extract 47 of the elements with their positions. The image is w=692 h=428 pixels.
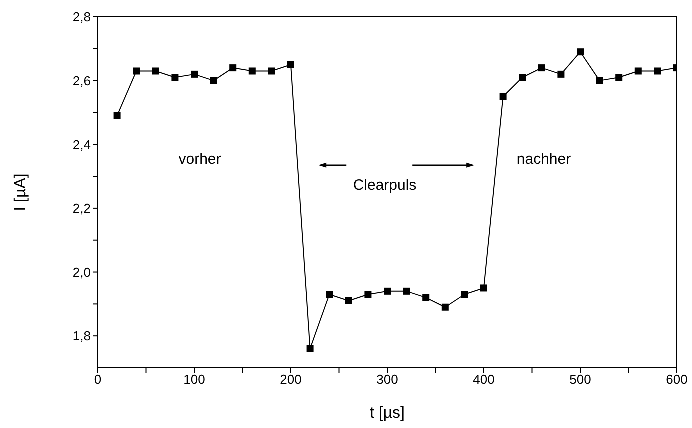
y-tick-label: 2,4 (72, 137, 91, 152)
point (500, 93, 507, 100)
point (288, 61, 294, 68)
point (538, 64, 546, 72)
point (306, 345, 314, 352)
point (480, 284, 488, 292)
point (519, 74, 526, 82)
x-axis-title: t [µs] (370, 405, 405, 422)
point (558, 70, 565, 78)
x-tick-label: 100 (184, 372, 206, 388)
point (364, 291, 372, 298)
annotation: Clearpuls (353, 176, 417, 194)
point (577, 48, 584, 56)
point (654, 68, 662, 75)
point (114, 112, 121, 120)
point (384, 288, 391, 295)
x-tick-label: 200 (280, 372, 302, 388)
point (172, 74, 179, 82)
point (616, 74, 623, 82)
point (461, 291, 468, 298)
y-tick-label: 2,0 (72, 264, 91, 280)
y-tick-label: 2,8 (72, 10, 91, 25)
point (133, 68, 140, 75)
point (345, 297, 352, 304)
point (634, 68, 642, 75)
x-tick-label: 300 (376, 372, 398, 388)
point (326, 291, 334, 298)
x-tick-label: 0 (94, 372, 102, 388)
point (152, 68, 160, 75)
x-tick-label: 600 (666, 372, 688, 388)
point (248, 68, 256, 75)
point (442, 304, 449, 311)
point (210, 77, 218, 84)
point (268, 68, 276, 75)
annotation: nachher (516, 150, 572, 168)
y-tick-label: 2,2 (72, 201, 91, 216)
annotation: vorher (178, 150, 222, 168)
y-tick-label: 2,6 (72, 73, 91, 88)
y-tick-label: 1,8 (72, 328, 91, 344)
y-axis-title: I [µA] (12, 174, 30, 212)
point (230, 64, 237, 72)
point (403, 288, 410, 295)
x-tick-label: 500 (570, 372, 592, 388)
point (191, 70, 198, 78)
point (422, 294, 430, 302)
x-tick-label: 400 (473, 372, 495, 388)
point (596, 77, 604, 84)
